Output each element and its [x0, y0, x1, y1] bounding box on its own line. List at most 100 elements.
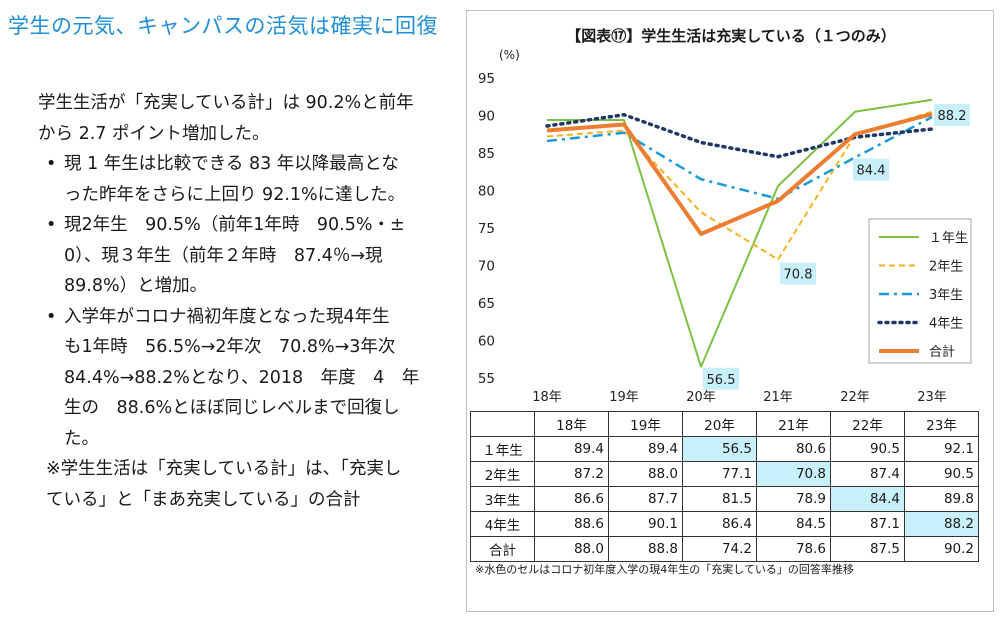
- intro-paragraph: 学生生活が「充実している計」は 90.2%と前年 から 2.7 ポイント増加した…: [38, 88, 456, 149]
- table-cell: 92.1: [904, 436, 979, 462]
- bullet-line: も1年時 56.5%→2年次 70.8%→3年次: [64, 337, 396, 357]
- table-cell: 56.5: [682, 436, 757, 462]
- table-body: １年生 89.4 89.4 56.5 80.6 90.5 92.1 2年生 87.2 88.0 77…: [470, 436, 979, 562]
- table-cell: 89.8: [904, 486, 979, 512]
- callout-label: 84.4: [857, 164, 886, 179]
- data-table: 18年 19年 20年 21年 22年 23年 １年生 89.4 89.4 56.5 80.6 90…: [470, 411, 979, 562]
- x-tick-label: 18年: [532, 390, 562, 405]
- table-cell: 88.6: [534, 511, 609, 537]
- table-cell: 88.0: [534, 536, 609, 562]
- legend-label: 2年生: [929, 260, 963, 275]
- intro-line: 学生生活が「充実している計」は 90.2%と前年: [38, 93, 414, 113]
- line-chart: (%) 55 60 65 70 75 80 85 90 95 18年 19年 20年 21年 22年 23年 5…: [478, 48, 972, 405]
- table-row-label: 3年生: [470, 486, 535, 512]
- bullet-line: 84.4%→88.2%となり、2018 年度 4 年: [64, 367, 420, 388]
- table-cell: 90.1: [608, 511, 683, 537]
- y-tick-label: 95: [478, 71, 495, 87]
- bullet-item: 現2年生 90.5%（前年1年時 90.5%・± 0）、現３年生（前年２年時 8…: [38, 210, 456, 302]
- x-tick-label: 20年: [686, 390, 716, 405]
- bullet-line: 現2年生 90.5%（前年1年時 90.5%・±: [64, 215, 405, 235]
- footnote: ※学生生活は「充実している計」は、「充実し ている」と「まあ充実している」の合計: [38, 454, 456, 515]
- bullet-item: 現 1 年生は比較できる 83 年以降最高とな った昨年をさらに上回り 92.1…: [38, 149, 456, 210]
- bullet-list: 現 1 年生は比較できる 83 年以降最高とな った昨年をさらに上回り 92.1…: [38, 149, 456, 454]
- table-row-label: １年生: [470, 436, 535, 462]
- table-row-label: 2年生: [470, 461, 535, 487]
- table-cell: 84.4: [830, 486, 905, 512]
- table-cell: 90.5: [830, 436, 905, 462]
- table-cell: 87.4: [830, 461, 905, 487]
- series-line: [546, 112, 933, 236]
- series-line: [546, 115, 933, 200]
- legend-label: 合計: [929, 344, 955, 360]
- table-row-label: 合計: [470, 536, 535, 562]
- bullet-line: た。: [64, 428, 99, 449]
- y-axis-label: (%): [499, 48, 520, 62]
- callout-box: [934, 104, 970, 126]
- y-tick-label: 60: [478, 334, 495, 350]
- table-column-header: 21年: [756, 411, 831, 437]
- table-cell: 86.4: [682, 511, 757, 537]
- x-tick-label: 23年: [917, 390, 947, 405]
- bullet-item: 入学年がコロナ禍初年度となった現4年生 も1年時 56.5%→2年次 70.8%…: [38, 302, 456, 455]
- y-tick-label: 75: [478, 221, 495, 237]
- bullet-line: 0）、現３年生（前年２年時 87.4％→現: [64, 245, 383, 266]
- callout-label: 70.8: [784, 268, 813, 283]
- table-row: 2年生 87.2 88.0 77.1 70.8 87.4 90.5: [470, 461, 979, 487]
- table-cell: 78.6: [756, 536, 831, 562]
- table-cell: 90.2: [904, 536, 979, 562]
- callout-label: 56.5: [707, 373, 736, 388]
- table-column-header: 22年: [830, 411, 905, 437]
- bullet-line: った昨年をさらに上回り 92.1%に達した。: [64, 184, 406, 205]
- table-cell: 80.6: [756, 436, 831, 462]
- table-cell: 89.4: [608, 436, 683, 462]
- legend-label: 4年生: [929, 317, 963, 332]
- table-cell: 77.1: [682, 461, 757, 487]
- table-cell: 84.5: [756, 511, 831, 537]
- table-cell: 86.6: [534, 486, 609, 512]
- bullet-line: 現 1 年生は比較できる 83 年以降最高とな: [64, 154, 399, 174]
- chart-title: 【図表⑰】学生生活は充実している（１つのみ）: [566, 27, 896, 45]
- table-cell: 87.7: [608, 486, 683, 512]
- table-note: ※水色のセルはコロナ初年度入学の現4年生の「充実している」の回答率推移: [475, 563, 854, 576]
- table-corner: [470, 411, 535, 437]
- y-tick-label: 55: [478, 371, 495, 387]
- table-row: 合計 88.0 88.8 74.2 78.6 87.5 90.2: [470, 536, 979, 562]
- table-cell: 88.8: [608, 536, 683, 562]
- callout-box: [853, 158, 889, 181]
- series-line: [545, 113, 934, 159]
- table-cell: 70.8: [756, 461, 831, 487]
- table-row: 4年生 88.6 90.1 86.4 84.5 87.1 88.2: [470, 511, 979, 537]
- bullet-line: 89.8%）と増加。: [64, 276, 208, 296]
- page-heading: 学生の元気、キャンパスの活気は確実に回復: [8, 14, 438, 38]
- legend-box: [868, 218, 972, 364]
- x-tick-label: 22年: [840, 390, 870, 405]
- x-tick-label: 21年: [763, 390, 793, 405]
- table-cell: 90.5: [904, 461, 979, 487]
- bullet-line: 入学年がコロナ禍初年度となった現4年生: [64, 306, 390, 327]
- table-cell: 87.1: [830, 511, 905, 537]
- table-row: １年生 89.4 89.4 56.5 80.6 90.5 92.1: [470, 436, 979, 462]
- table-row-label: 4年生: [470, 511, 535, 537]
- callout-box: [703, 367, 739, 390]
- table-cell: 87.5: [830, 536, 905, 562]
- body-text: 学生生活が「充実している計」は 90.2%と前年 から 2.7 ポイント増加した…: [38, 88, 456, 515]
- y-tick-label: 90: [478, 109, 495, 125]
- callout-label: 88.2: [938, 109, 967, 124]
- y-tick-label: 85: [478, 146, 495, 162]
- table-cell: 78.9: [756, 486, 831, 512]
- table-cell: 89.4: [534, 436, 609, 462]
- table-cell: 81.5: [682, 486, 757, 512]
- footnote-line: ※学生生活は「充実している計」は、「充実し: [46, 459, 402, 479]
- table-column-header: 20年: [682, 411, 757, 437]
- table-header-row: 18年 19年 20年 21年 22年 23年: [470, 411, 979, 437]
- callout-box: [780, 262, 816, 285]
- legend-label: １年生: [929, 231, 968, 246]
- table-column-header: 18年: [534, 411, 609, 437]
- series-line: [547, 98, 933, 368]
- y-tick-label: 65: [478, 296, 495, 312]
- bullet-line: 生の 88.6%とほぼ同じレベルまで回復し: [64, 398, 400, 418]
- chart-panel: 【図表⑰】学生生活は充実している（１つのみ） (%) 55 60 65 70 75 80 85…: [466, 10, 994, 612]
- table-cell: 74.2: [682, 536, 757, 562]
- table-column-header: 19年: [608, 411, 683, 437]
- x-tick-label: 19年: [609, 390, 639, 405]
